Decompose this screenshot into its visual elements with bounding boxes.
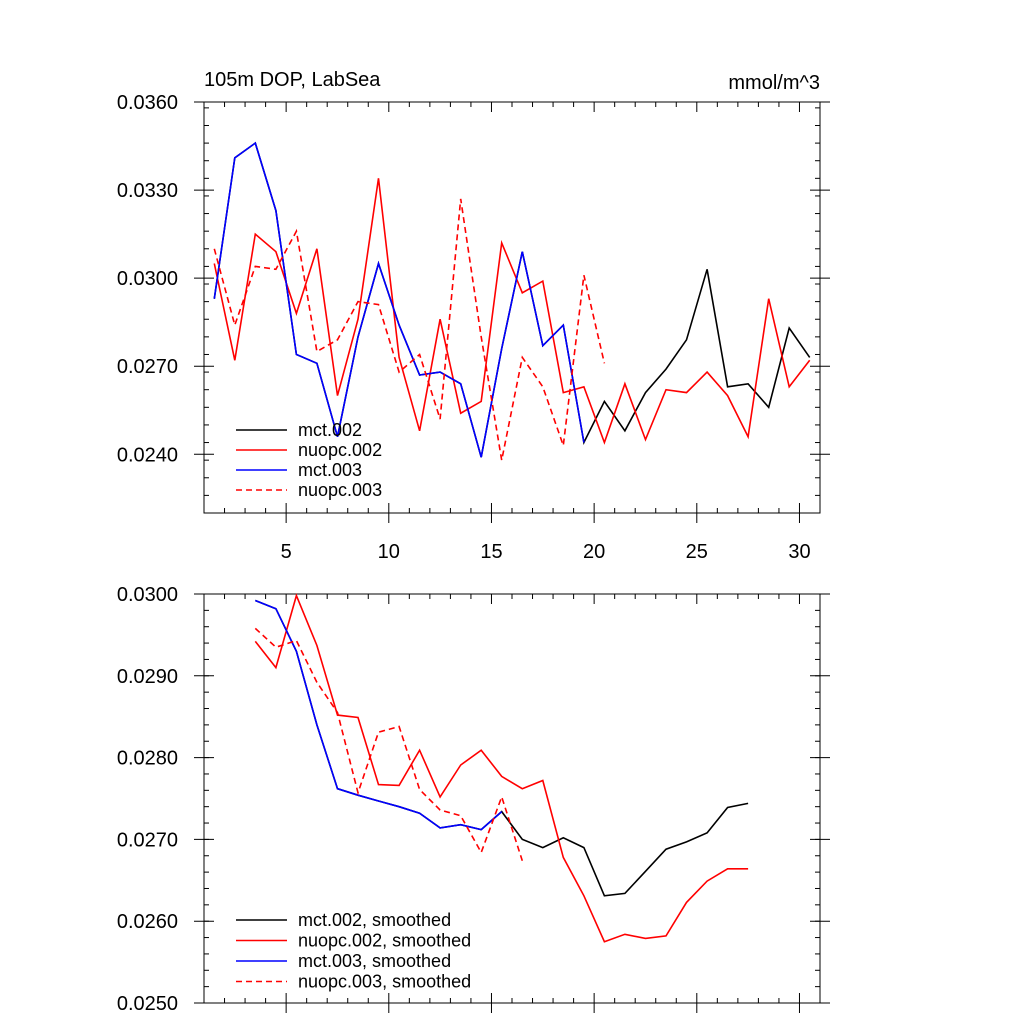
- y-tick-label: 0.0270: [117, 356, 178, 378]
- top-chart-panel: 5 10 15 20 25 30 0.0240 0.0270 0.0300 0.0330 0.036…: [117, 69, 830, 563]
- y-tick-label: 0.0290: [117, 666, 178, 688]
- x-tick-label: 25: [686, 541, 708, 563]
- y-tick-label: 0.0250: [117, 993, 178, 1015]
- series-line-mct-003-smoothed: [255, 599, 503, 831]
- series-line-nuopc-003: [213, 198, 606, 461]
- x-tick-label: 20: [583, 541, 605, 563]
- series-line-nuopc-002: [213, 178, 811, 445]
- x-tick-label: 5: [281, 541, 292, 563]
- series-line-mct-002-smoothed: [255, 599, 749, 897]
- y-tick-label: 0.0300: [117, 584, 178, 606]
- x-tick-label: 15: [480, 541, 502, 563]
- legend-label: nuopc.002: [298, 440, 382, 460]
- series-line-nuopc-002-smoothed: [254, 593, 749, 943]
- y-tick-label: 0.0280: [117, 748, 178, 770]
- y-tick-label: 0.0330: [117, 180, 178, 202]
- y-tick-label: 0.0260: [117, 911, 178, 933]
- legend-label: nuopc.002, smoothed: [298, 931, 471, 951]
- x-tick-label: 10: [378, 541, 400, 563]
- legend-label: mct.002: [298, 420, 362, 440]
- y-tick-label: 0.0240: [117, 444, 178, 466]
- legend-label: nuopc.003: [298, 480, 382, 500]
- series-line-mct-003: [213, 141, 585, 458]
- plot-frame: [203, 593, 821, 1004]
- x-tick-label: 30: [788, 541, 810, 563]
- plot-frame: [203, 101, 821, 514]
- series-line-nuopc-003-smoothed: [254, 627, 524, 861]
- bottom-chart-panel: 0.0250 0.0260 0.0270 0.0280 0.0290 0.0300 mct.…: [117, 584, 830, 1015]
- y-tick-label: 0.0300: [117, 268, 178, 290]
- y-tick-label: 0.0270: [117, 829, 178, 851]
- y-tick-label: 0.0360: [117, 92, 178, 114]
- legend-label: mct.002, smoothed: [298, 910, 451, 930]
- legend-label: mct.003, smoothed: [298, 951, 451, 971]
- legend-label: nuopc.003, smoothed: [298, 972, 471, 992]
- chart-title: 105m DOP, LabSea: [204, 69, 381, 91]
- legend-label: mct.003: [298, 460, 362, 480]
- units-label: mmol/m^3: [728, 72, 820, 94]
